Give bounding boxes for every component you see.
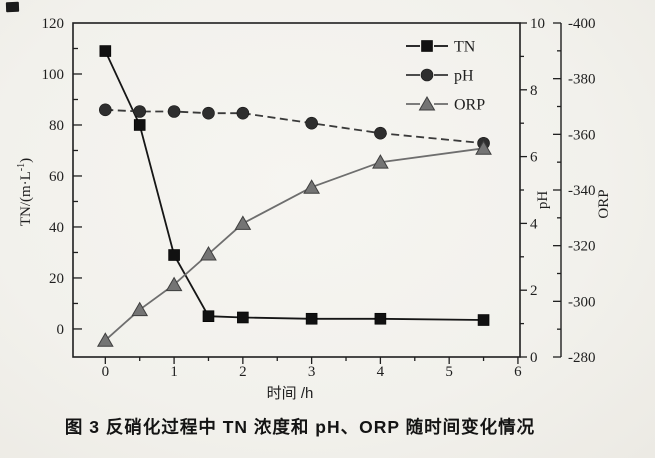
tn-point (99, 45, 112, 57)
orp-point (234, 215, 252, 230)
ph-point (133, 105, 147, 118)
orp-tick-label: -300 (568, 294, 596, 310)
legend: TN pH ORP (406, 39, 485, 114)
ph-tick-label: 6 (530, 150, 538, 166)
tn-tick-label: 0 (57, 322, 65, 338)
orp-point (303, 179, 320, 194)
ph-point (374, 126, 387, 140)
series-tn (99, 45, 490, 326)
series-ph (99, 103, 490, 150)
legend-label: pH (454, 68, 474, 85)
ph-tick-label: 2 (530, 283, 538, 299)
ph-axis: 0 2 4 6 8 10 pH (520, 16, 551, 366)
tn-point (237, 311, 249, 324)
x-tick-label: 1 (170, 364, 178, 380)
tn-tick-label: 40 (49, 220, 64, 236)
orp-tick-label: -360 (568, 127, 596, 143)
ph-tick-label: 10 (530, 16, 545, 32)
orp-tick-label: -400 (568, 16, 596, 32)
tn-point (477, 314, 490, 326)
x-tick-label: 2 (239, 364, 247, 380)
ph-point (202, 106, 215, 120)
tn-point (168, 249, 180, 261)
legend-marker-ph (420, 68, 434, 82)
tn-tick-label: 20 (49, 271, 64, 287)
series-orp (96, 140, 492, 347)
x-tick-label: 4 (377, 364, 385, 380)
ph-point (99, 103, 112, 117)
x-axis-label: 时间 /h (267, 385, 314, 402)
x-tick-label: 0 (102, 364, 110, 380)
x-tick-label: 5 (445, 364, 453, 380)
tn-tick-label: 60 (49, 169, 64, 185)
legend-label: ORP (454, 97, 485, 114)
orp-point (96, 332, 114, 347)
tn-tick-label: 120 (42, 16, 65, 32)
legend-marker-tn (421, 40, 433, 52)
orp-tick-label: -340 (568, 183, 596, 199)
ph-tick-label: 0 (530, 350, 538, 366)
tn-point (374, 312, 387, 325)
orp-point (475, 140, 492, 155)
ph-axis-label: pH (535, 191, 551, 210)
tn-point (133, 119, 146, 131)
line-tn (104, 50, 484, 321)
chart-canvas: 0 1 2 3 4 5 6 时间 /h 0 20 40 60 80 100 120 TN/(m·L-1) 0 2 4… (16, 16, 612, 402)
ph-point (305, 116, 318, 130)
tn-point (305, 312, 318, 325)
orp-point (200, 246, 217, 261)
tn-tick-label: 100 (42, 67, 65, 83)
orp-tick-label: -380 (568, 72, 596, 88)
tn-axis-label: TN/(m·L-1) (16, 158, 34, 226)
orp-tick-label: -320 (568, 239, 596, 255)
orp-point (131, 301, 149, 317)
legend-label: TN (454, 39, 476, 56)
orp-axis-label: ORP (596, 189, 612, 218)
line-ph (105, 108, 484, 145)
figure-caption: 图 3 反硝化过程中 TN 浓度和 pH、ORP 随时间变化情况 (64, 417, 536, 437)
line-orp (104, 147, 484, 341)
legend-marker-orp (418, 95, 436, 111)
x-tick-label: 6 (514, 364, 522, 380)
tn-point (202, 310, 215, 323)
orp-tick-label: -280 (568, 350, 596, 366)
x-tick-label: 3 (308, 364, 316, 380)
ph-point (167, 105, 181, 118)
x-axis: 0 1 2 3 4 5 6 时间 /h (102, 357, 522, 402)
tn-axis: 0 20 40 60 80 100 120 TN/(m·L-1) (16, 16, 82, 338)
tn-tick-label: 80 (49, 118, 64, 134)
orp-point (372, 154, 389, 169)
orp-point (165, 276, 183, 292)
ph-point (236, 106, 250, 120)
ph-tick-label: 4 (530, 216, 538, 232)
ph-tick-label: 8 (530, 83, 538, 99)
orp-axis: -280 -300 -320 -340 -360 -380 -400 ORP (553, 16, 612, 366)
